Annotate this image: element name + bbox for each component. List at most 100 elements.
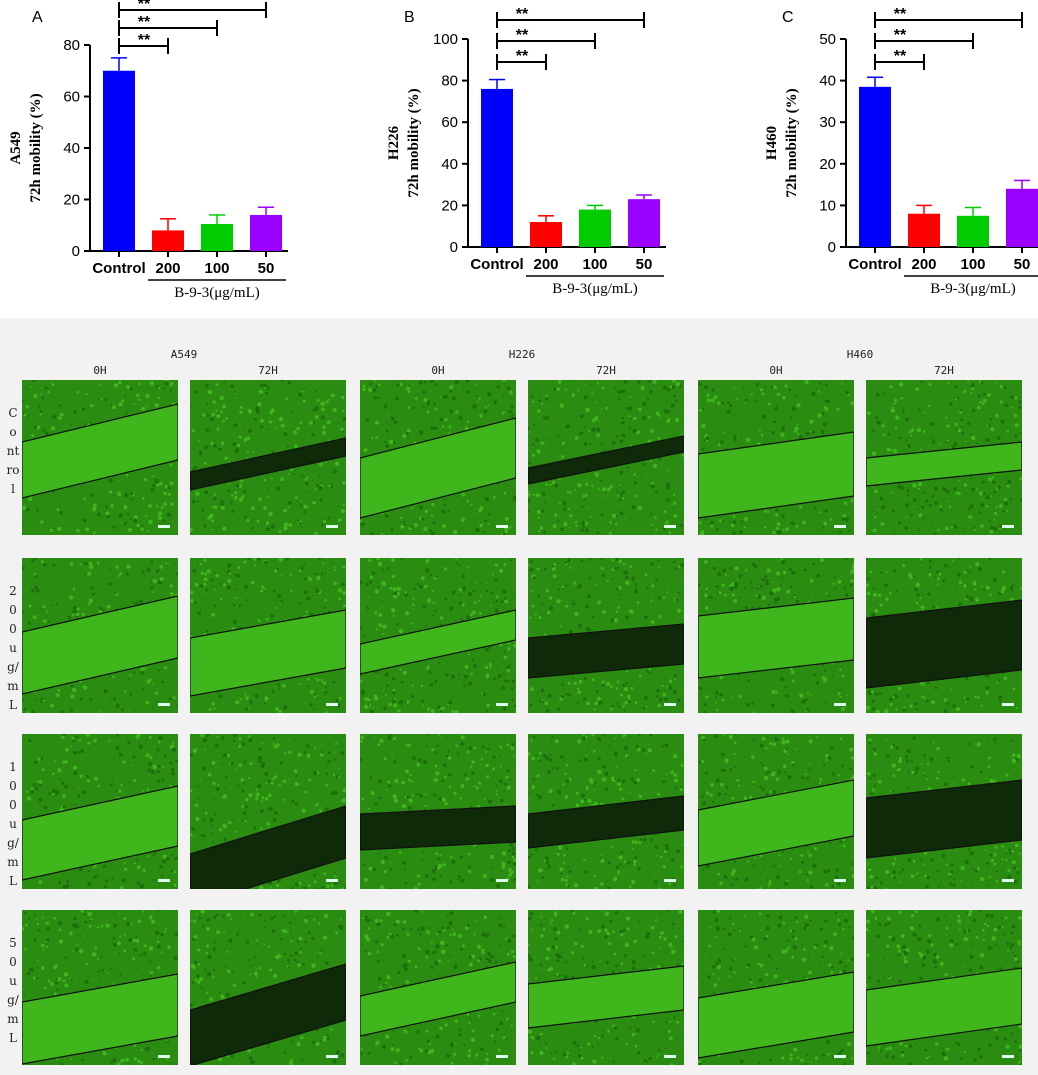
- micrograph-image: [528, 380, 684, 535]
- micrograph-panel: [866, 380, 1022, 535]
- chart-3-y-tick-label: 20: [819, 156, 836, 173]
- chart-1-bar-0: [103, 70, 135, 251]
- time-point-label: 72H: [258, 364, 278, 377]
- chart-1-x-tick-label: 200: [155, 260, 180, 277]
- chart-1-x-tick-label: Control: [92, 260, 145, 277]
- micrograph-panel: [866, 734, 1022, 889]
- micrograph-panel: [22, 380, 178, 535]
- chart-1-panel-label: A: [32, 9, 43, 26]
- chart-2-y-tick-label: 20: [441, 197, 458, 214]
- micrograph-image: [698, 558, 854, 713]
- chart-1-x-tick-label: 100: [204, 260, 229, 277]
- chart-3-x-tick-label: 200: [911, 256, 936, 273]
- chart-3-ylabel-line2: 72h mobility (%): [784, 88, 800, 197]
- micrograph-image: [360, 734, 516, 889]
- micrograph-panel: [190, 558, 346, 713]
- chart-3-group-label: B-9-3(μg/mL): [930, 281, 1016, 297]
- micrograph-grid: A549 H226 H460 0H 72H 0H 72H 0H 72H Control 200ug/…: [0, 318, 1038, 1075]
- micrograph-image: [22, 380, 178, 535]
- micrograph-image: [360, 558, 516, 713]
- treatment-row-label: 100ug/mL: [7, 760, 19, 888]
- scratch-wound-area: [360, 805, 516, 851]
- chart-2-ylabel-line2: 72h mobility (%): [406, 88, 422, 197]
- scale-bar: [664, 703, 676, 706]
- scale-bar: [158, 879, 170, 882]
- micrograph-image: [360, 910, 516, 1065]
- micrograph-panel: [360, 380, 516, 535]
- chart-3-ylabel-line1: H460: [764, 126, 780, 160]
- chart-2-group-label: B-9-3(μg/mL): [552, 281, 638, 297]
- chart-2-bar-1: [530, 222, 562, 247]
- scratch-wound-area: [528, 623, 684, 679]
- micrograph-panel: [698, 734, 854, 889]
- scale-bar: [664, 1055, 676, 1058]
- chart-2-bar-3: [628, 199, 660, 247]
- chart-2-sig-label-2: **: [516, 6, 529, 23]
- time-point-label: 72H: [596, 364, 616, 377]
- micrograph-panel: [22, 558, 178, 713]
- scratch-wound-area: [190, 963, 346, 1065]
- micrograph-image: [22, 910, 178, 1065]
- treatment-row-label: Control: [6, 406, 20, 496]
- chart-3-panel-label: C: [782, 9, 794, 26]
- chart-1-bar-3: [250, 214, 282, 251]
- micrograph-panel: [22, 910, 178, 1065]
- chart-3-x-tick-label: 50: [1014, 256, 1031, 273]
- micrograph-panel: [698, 380, 854, 535]
- chart-2-x-tick-label: 100: [582, 256, 607, 273]
- chart-1-group-label: B-9-3(μg/mL): [174, 285, 260, 301]
- scratch-wound-area: [190, 609, 346, 697]
- scale-bar: [496, 879, 508, 882]
- chart-2-ylabel-line1: H226: [386, 125, 402, 160]
- scratch-wound-area: [22, 595, 178, 695]
- chart-2-x-tick-label: 200: [533, 256, 558, 273]
- time-point-label: 0H: [769, 364, 783, 377]
- cell-line-label: H460: [846, 348, 874, 361]
- chart-1-bar-1: [152, 230, 184, 251]
- chart-1-y-tick-label: 60: [63, 89, 80, 106]
- chart-3-y-tick-label: 50: [819, 31, 836, 48]
- chart-2-y-tick-label: 40: [441, 156, 458, 173]
- scale-bar: [1002, 1055, 1014, 1058]
- scale-bar: [496, 1055, 508, 1058]
- scratch-wound-area: [190, 805, 346, 889]
- scale-bar: [326, 525, 338, 528]
- micrograph-image: [190, 380, 346, 535]
- chart-2-y-tick-label: 80: [441, 73, 458, 90]
- chart-2-bar-0: [481, 88, 513, 247]
- micrograph-image: [22, 734, 178, 889]
- micrograph-image: [698, 380, 854, 535]
- scale-bar: [496, 703, 508, 706]
- scratch-wound-area: [866, 967, 1022, 1047]
- scale-bar: [664, 879, 676, 882]
- time-point-label: 72H: [934, 364, 954, 377]
- chart-3-bar-1: [908, 213, 940, 247]
- micrograph-panel: [698, 558, 854, 713]
- cell-line-label: A549: [170, 348, 198, 361]
- scratch-wound-area: [698, 431, 854, 519]
- chart-1-ylabel-line2: 72h mobility (%): [28, 93, 44, 202]
- chart-2-y-tick-label: 100: [433, 31, 458, 48]
- chart-2-y-tick-label: 60: [441, 114, 458, 131]
- micrograph-panel: [22, 734, 178, 889]
- chart-3-bar-0: [859, 86, 891, 247]
- micrograph-panel: [866, 558, 1022, 713]
- micrograph-image: [866, 380, 1022, 535]
- scale-bar: [326, 1055, 338, 1058]
- scratch-wound-area: [360, 961, 516, 1037]
- scale-bar: [158, 525, 170, 528]
- micrograph-panel: [360, 910, 516, 1065]
- scratch-wound-area: [698, 597, 854, 679]
- chart-2-x-tick-label: 50: [636, 256, 653, 273]
- treatment-row-label: 200ug/mL: [7, 584, 19, 712]
- scratch-wound-area: [698, 971, 854, 1059]
- scratch-wound-area: [866, 779, 1022, 859]
- micrograph-image: [698, 734, 854, 889]
- scale-bar: [664, 525, 676, 528]
- scratch-wound-area: [22, 403, 178, 499]
- scratch-wound-area: [528, 435, 684, 485]
- scale-bar: [158, 1055, 170, 1058]
- chart-3-sig-label-1: **: [894, 27, 907, 44]
- time-point-label: 0H: [431, 364, 445, 377]
